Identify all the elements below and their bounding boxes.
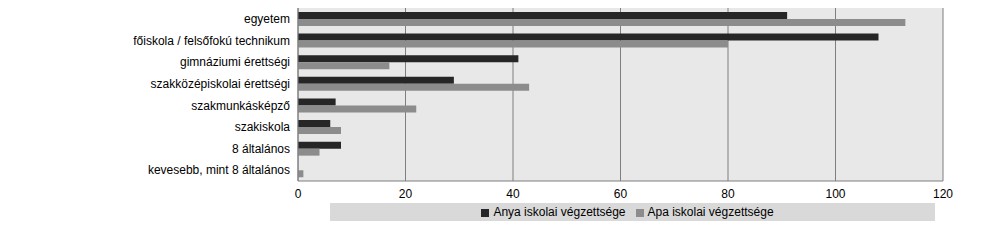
svg-text:100: 100 [825, 187, 845, 201]
svg-text:120: 120 [933, 187, 953, 201]
svg-text:8 általános: 8 általános [232, 142, 290, 156]
svg-text:0: 0 [295, 187, 302, 201]
svg-text:főiskola / felsőfokú technikum: főiskola / felsőfokú technikum [133, 34, 290, 48]
svg-text:szakmunkásképző: szakmunkásképző [191, 99, 290, 113]
svg-text:60: 60 [614, 187, 628, 201]
svg-text:20: 20 [399, 187, 413, 201]
svg-text:40: 40 [506, 187, 520, 201]
html-text:Apa iskolai végzettsége: Apa iskolai végzettsége [647, 205, 774, 219]
html-text:Anya iskolai végzettsége: Anya iskolai végzettsége [493, 205, 626, 219]
svg-text:egyetem: egyetem [244, 12, 290, 26]
svg-text:szakiskola: szakiskola [235, 120, 291, 134]
svg-text:80: 80 [721, 187, 735, 201]
svg-text:gimnáziumi érettségi: gimnáziumi érettségi [180, 55, 290, 69]
svg-text:szakközépiskolai érettségi: szakközépiskolai érettségi [151, 77, 290, 91]
svg-text:kevesebb, mint 8 általános: kevesebb, mint 8 általános [148, 163, 290, 177]
